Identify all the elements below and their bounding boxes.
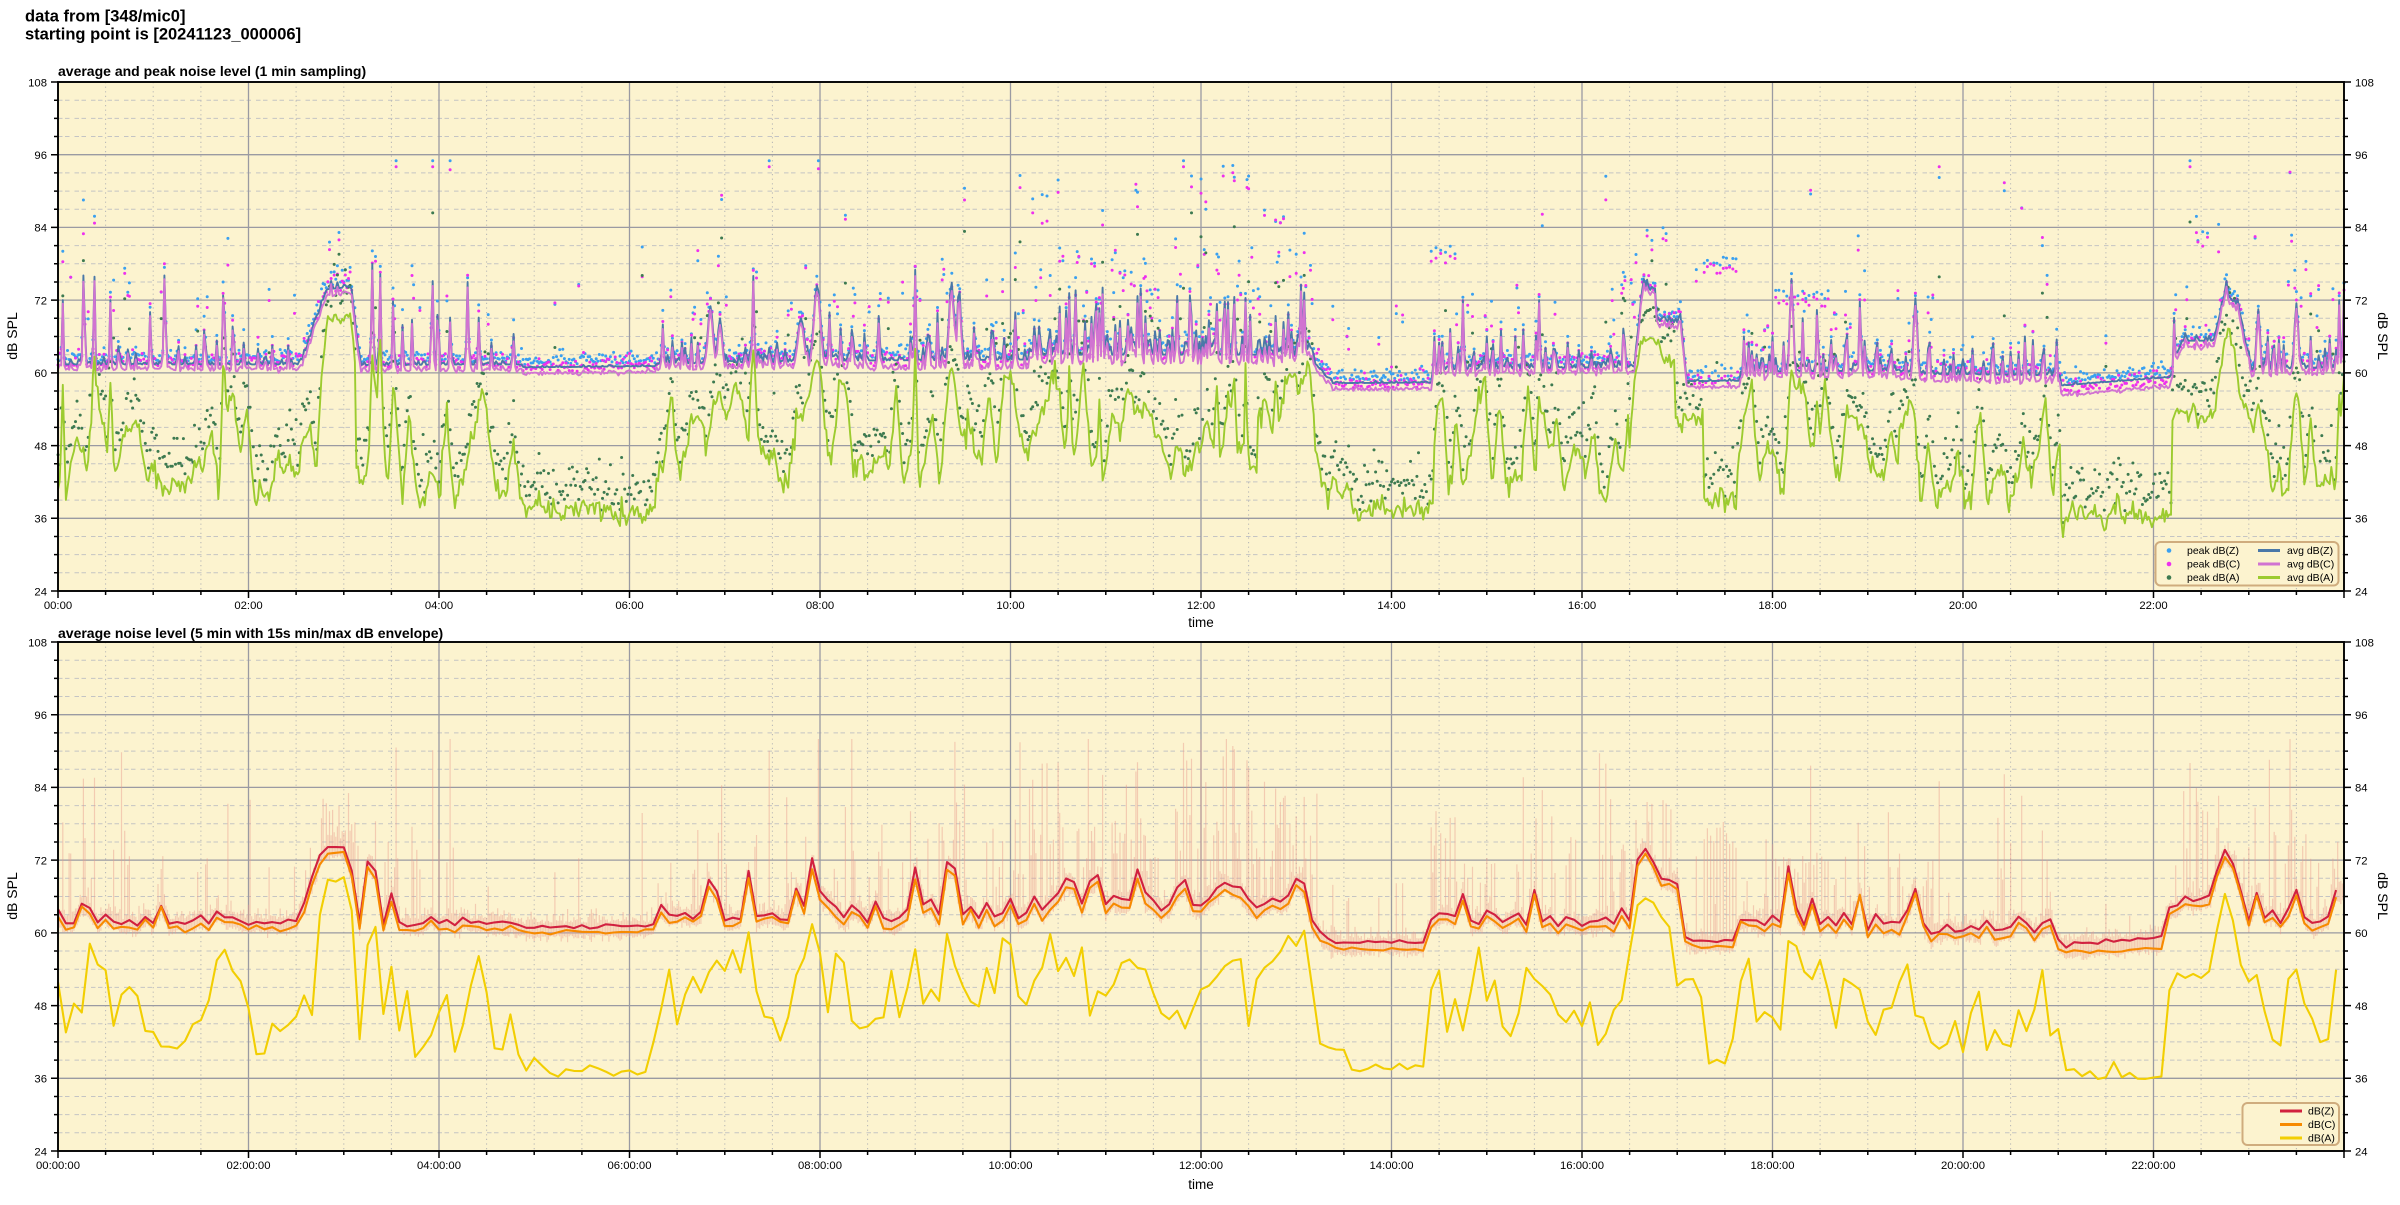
svg-text:dB(C): dB(C) (2308, 1119, 2335, 1131)
svg-text:60: 60 (2355, 928, 2368, 940)
svg-text:96: 96 (2355, 150, 2368, 162)
svg-text:18:00: 18:00 (1758, 600, 1786, 612)
svg-text:12:00: 12:00 (1187, 600, 1215, 612)
svg-text:avg dB(C): avg dB(C) (2287, 559, 2334, 571)
svg-text:dB SPL: dB SPL (4, 872, 20, 920)
svg-text:96: 96 (2355, 710, 2368, 722)
svg-text:peak dB(Z): peak dB(Z) (2187, 545, 2239, 557)
svg-text:dB SPL: dB SPL (2375, 312, 2391, 360)
svg-text:avg dB(Z): avg dB(Z) (2287, 545, 2333, 557)
svg-text:72: 72 (2355, 855, 2368, 867)
svg-text:72: 72 (34, 295, 47, 307)
svg-text:time: time (1188, 615, 1214, 630)
svg-text:10:00:00: 10:00:00 (989, 1160, 1033, 1172)
svg-text:18:00:00: 18:00:00 (1751, 1160, 1795, 1172)
svg-text:22:00: 22:00 (2139, 600, 2167, 612)
svg-text:72: 72 (2355, 295, 2368, 307)
svg-text:72: 72 (34, 855, 47, 867)
svg-text:02:00:00: 02:00:00 (227, 1160, 271, 1172)
svg-text:peak dB(C): peak dB(C) (2187, 559, 2240, 571)
svg-text:36: 36 (2355, 1074, 2368, 1086)
svg-text:02:00: 02:00 (234, 600, 262, 612)
svg-text:36: 36 (2355, 514, 2368, 526)
svg-text:00:00: 00:00 (44, 600, 72, 612)
svg-text:00:00:00: 00:00:00 (36, 1160, 80, 1172)
svg-text:24: 24 (2355, 1146, 2368, 1158)
svg-text:84: 84 (2355, 223, 2368, 235)
svg-text:84: 84 (2355, 783, 2368, 795)
svg-text:08:00:00: 08:00:00 (798, 1160, 842, 1172)
svg-text:12:00:00: 12:00:00 (1179, 1160, 1223, 1172)
svg-text:16:00: 16:00 (1568, 600, 1596, 612)
svg-text:108: 108 (28, 77, 47, 89)
svg-text:24: 24 (34, 586, 47, 598)
svg-text:24: 24 (34, 1146, 47, 1158)
svg-text:data from [348/mic0]: data from [348/mic0] (25, 8, 185, 26)
svg-text:dB(A): dB(A) (2308, 1133, 2335, 1145)
svg-text:dB SPL: dB SPL (4, 312, 20, 360)
svg-text:06:00:00: 06:00:00 (608, 1160, 652, 1172)
svg-text:60: 60 (34, 928, 47, 940)
svg-text:96: 96 (34, 710, 47, 722)
svg-text:04:00:00: 04:00:00 (417, 1160, 461, 1172)
svg-text:average noise level (5 min wit: average noise level (5 min with 15s min/… (58, 625, 443, 641)
svg-text:10:00: 10:00 (996, 600, 1024, 612)
svg-text:60: 60 (34, 368, 47, 380)
svg-text:48: 48 (34, 1001, 47, 1013)
svg-text:04:00: 04:00 (425, 600, 453, 612)
svg-text:96: 96 (34, 150, 47, 162)
svg-text:48: 48 (34, 441, 47, 453)
svg-text:108: 108 (2355, 637, 2374, 649)
svg-text:avg dB(A): avg dB(A) (2287, 572, 2334, 584)
svg-text:06:00: 06:00 (615, 600, 643, 612)
svg-text:84: 84 (34, 223, 47, 235)
svg-text:48: 48 (2355, 1001, 2368, 1013)
svg-text:14:00:00: 14:00:00 (1370, 1160, 1414, 1172)
svg-text:60: 60 (2355, 368, 2368, 380)
svg-text:20:00:00: 20:00:00 (1941, 1160, 1985, 1172)
svg-text:22:00:00: 22:00:00 (2132, 1160, 2176, 1172)
svg-text:dB SPL: dB SPL (2375, 872, 2391, 920)
svg-text:36: 36 (34, 1074, 47, 1086)
svg-text:14:00: 14:00 (1377, 600, 1405, 612)
svg-text:dB(Z): dB(Z) (2308, 1106, 2334, 1118)
svg-text:16:00:00: 16:00:00 (1560, 1160, 1604, 1172)
svg-text:108: 108 (28, 637, 47, 649)
svg-text:108: 108 (2355, 77, 2374, 89)
svg-text:time: time (1188, 1177, 1214, 1192)
svg-text:08:00: 08:00 (806, 600, 834, 612)
svg-text:average and peak noise level (: average and peak noise level (1 min samp… (58, 63, 366, 79)
svg-text:84: 84 (34, 783, 47, 795)
svg-text:24: 24 (2355, 586, 2368, 598)
svg-text:48: 48 (2355, 441, 2368, 453)
svg-text:starting point is [20241123_00: starting point is [20241123_000006] (25, 26, 301, 44)
svg-text:36: 36 (34, 514, 47, 526)
svg-text:20:00: 20:00 (1949, 600, 1977, 612)
svg-text:peak dB(A): peak dB(A) (2187, 572, 2240, 584)
